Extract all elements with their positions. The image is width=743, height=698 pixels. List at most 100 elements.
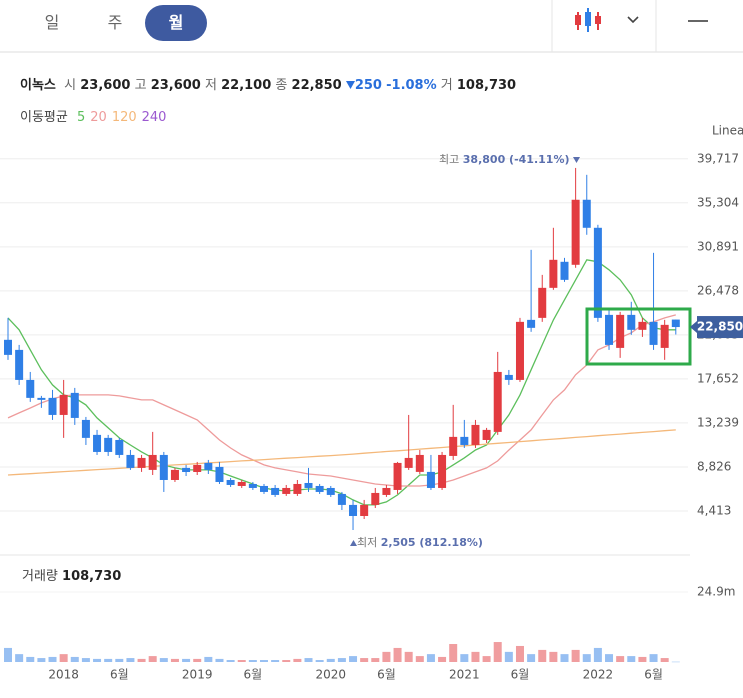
volume-legend: 거래량 108,730 (22, 565, 121, 584)
volume-label: 거래량 (22, 569, 58, 584)
volume-bar (360, 658, 369, 662)
candle-body (593, 227, 602, 318)
candle-body (371, 492, 380, 505)
candle-body (438, 454, 447, 488)
tab[interactable]: 일 (44, 13, 60, 32)
y-tick-label: 4,413 (697, 503, 731, 517)
volume-bar (226, 660, 235, 662)
candle-body (482, 429, 491, 440)
candle-body (193, 464, 202, 472)
volume-bar (81, 658, 90, 662)
candle-body (48, 397, 57, 415)
x-tick-label: 6월 (644, 668, 663, 682)
x-tick-label: 2021 (449, 668, 480, 682)
volume-bar (649, 654, 658, 662)
volume-bar (638, 656, 647, 662)
summary-value: 23,600 (150, 78, 201, 93)
volume-bar (137, 658, 146, 662)
legend-entry[interactable]: 5 (76, 110, 86, 125)
candle-body (215, 466, 224, 482)
candle-body (326, 487, 335, 495)
volume-bar (104, 658, 113, 662)
candle-body (182, 467, 191, 472)
volume-bar (37, 658, 46, 662)
candle-body (304, 482, 313, 488)
y-tick-label: 30,891 (697, 239, 739, 253)
volume-bar (304, 658, 313, 662)
volume-bar (282, 660, 291, 662)
volume-bar (349, 656, 358, 662)
candle-body (282, 487, 291, 494)
summary-value: 23,600 (80, 78, 131, 93)
candle-body (660, 324, 669, 348)
tab[interactable]: 주 (107, 13, 123, 32)
volume-bar (582, 654, 591, 662)
volume-bar (471, 651, 480, 662)
chart-type-icon[interactable] (575, 8, 601, 32)
candle-body (515, 321, 524, 380)
ma-legend-label: 이동평균 (20, 110, 68, 125)
dropdown-chevron[interactable] (627, 16, 639, 24)
legend-entry[interactable]: 120 (111, 110, 137, 125)
candle-body (226, 479, 235, 485)
y-tick-label: 26,478 (697, 283, 739, 297)
summary-value: 22,100 (221, 78, 272, 93)
volume-bar (460, 654, 469, 662)
y-axis-label: Linea (712, 124, 743, 138)
volume-bar (204, 656, 213, 662)
summary-label: 거 (440, 78, 453, 93)
candle-body (271, 487, 280, 495)
y-tick-label: 17,652 (697, 371, 739, 385)
candle-body (360, 504, 369, 516)
x-tick-label: 6월 (110, 668, 129, 682)
candle-body (571, 199, 580, 265)
volume-bar (337, 658, 346, 662)
candle-body (104, 437, 113, 452)
x-tick-label: 6월 (377, 668, 396, 682)
volume-bar (382, 651, 391, 662)
summary-label: 종 (275, 78, 288, 93)
x-tick-label: 2020 (315, 668, 346, 682)
legend-entry[interactable]: 20 (90, 110, 107, 125)
moving-average-line (7, 259, 676, 506)
summary-label: 저 (205, 78, 217, 93)
price-tag (697, 316, 743, 339)
volume-bar (438, 656, 447, 662)
candle-body (616, 314, 625, 348)
volume-bar (482, 656, 491, 662)
candle-body (237, 481, 246, 486)
candle-body (582, 199, 591, 228)
candle-body (26, 379, 35, 398)
summary-label: 고 (134, 78, 147, 93)
low-annotation: 최저 2,505 (812.18%) (350, 534, 483, 550)
volume-bar (504, 651, 513, 662)
moving-average-line (7, 429, 676, 476)
volume-bar (193, 658, 202, 662)
candle-body (204, 462, 213, 470)
tab[interactable]: 월 (145, 5, 207, 41)
candle-body (671, 319, 680, 328)
candle-body (248, 483, 257, 488)
candle-body (15, 349, 24, 380)
volume-bar (660, 658, 669, 662)
volume-bar (70, 656, 79, 662)
summary-label: 시 (64, 78, 77, 93)
volume-bar (115, 658, 124, 662)
candle-body (393, 462, 402, 490)
candle-body (349, 504, 358, 516)
candle-body (70, 392, 79, 418)
volume-bar (259, 660, 268, 662)
y-tick-label: 39,717 (697, 151, 739, 165)
candle-body (549, 259, 558, 288)
volume-bar (48, 656, 57, 662)
candle-body (315, 485, 324, 492)
volume-bar (159, 658, 168, 662)
volume-bar (315, 660, 324, 662)
volume-bar (449, 644, 458, 662)
volume-bar (148, 656, 157, 662)
candle-body (4, 339, 12, 355)
legend-entry[interactable]: 240 (141, 110, 167, 125)
annotation-label: 최저 (357, 536, 378, 549)
candle-body (538, 287, 547, 318)
